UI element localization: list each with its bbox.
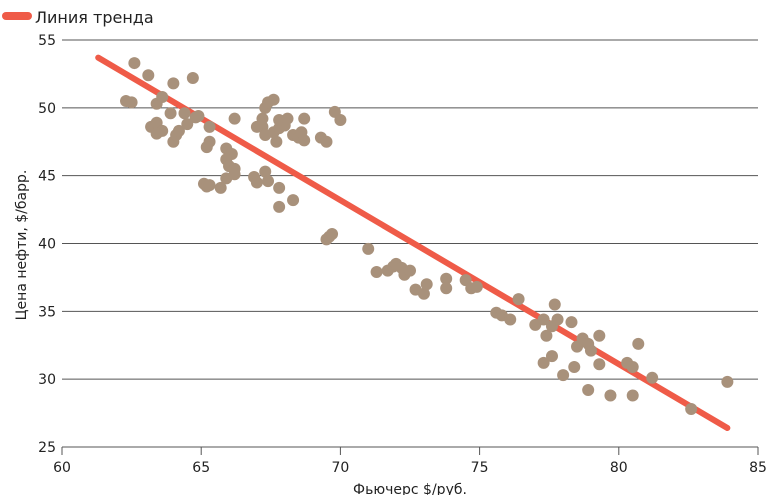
data-point xyxy=(646,371,659,384)
data-point xyxy=(685,403,698,416)
data-point xyxy=(273,181,286,194)
data-point xyxy=(334,114,347,127)
data-point xyxy=(417,287,430,300)
y-tick-label: 40 xyxy=(38,237,56,253)
data-point xyxy=(298,112,311,125)
data-point xyxy=(626,360,639,373)
x-tick-label: 70 xyxy=(331,460,349,476)
data-point xyxy=(298,134,311,147)
data-point xyxy=(565,316,578,329)
x-tick-labels: 60 65 70 75 80 85 xyxy=(53,447,766,476)
data-point xyxy=(626,389,639,402)
y-tick-label: 35 xyxy=(38,304,56,320)
data-point xyxy=(721,375,734,388)
data-point xyxy=(172,124,185,137)
data-point xyxy=(150,127,163,140)
data-point xyxy=(320,135,333,148)
data-point xyxy=(551,313,564,326)
data-point xyxy=(568,360,581,373)
data-point xyxy=(267,93,280,106)
legend-label: Линия тренда xyxy=(35,8,154,27)
data-point xyxy=(270,135,283,148)
data-point xyxy=(420,278,433,291)
data-point xyxy=(604,389,617,402)
data-point xyxy=(203,120,216,133)
data-point xyxy=(281,112,294,125)
data-point xyxy=(262,175,275,188)
data-point xyxy=(557,369,570,382)
x-tick-label: 85 xyxy=(749,460,766,476)
data-point xyxy=(548,298,561,311)
data-point xyxy=(214,181,227,194)
data-point xyxy=(584,344,597,357)
data-point xyxy=(181,118,194,131)
data-point xyxy=(440,282,453,295)
data-point xyxy=(537,313,550,326)
data-point xyxy=(256,112,269,125)
data-point xyxy=(273,200,286,213)
data-point xyxy=(632,337,645,350)
data-point xyxy=(128,57,141,70)
data-point xyxy=(593,358,606,371)
y-tick-label: 45 xyxy=(38,169,56,185)
data-point xyxy=(228,168,241,181)
data-point xyxy=(582,384,595,397)
y-tick-label: 55 xyxy=(38,33,56,49)
data-point xyxy=(537,356,550,369)
y-axis-title: Цена нефти, $/барр. xyxy=(14,170,30,321)
data-point xyxy=(156,90,169,103)
data-point xyxy=(540,329,553,342)
data-point xyxy=(186,71,199,84)
x-tick-label: 65 xyxy=(192,460,210,476)
y-tick-label: 25 xyxy=(38,440,56,456)
y-tick-label: 50 xyxy=(38,101,56,117)
data-point xyxy=(203,179,216,192)
x-tick-label: 75 xyxy=(471,460,489,476)
data-point xyxy=(259,165,272,178)
data-point xyxy=(593,329,606,342)
data-point xyxy=(200,141,213,154)
y-tick-labels: 25 30 35 40 45 50 55 xyxy=(38,33,56,456)
x-axis-title: Фьючерс $/руб. xyxy=(353,482,467,495)
data-point xyxy=(142,69,155,82)
legend-swatch xyxy=(2,12,32,20)
data-point xyxy=(228,112,241,125)
data-point xyxy=(167,77,180,90)
data-point xyxy=(470,280,483,293)
data-point xyxy=(287,194,300,207)
data-point xyxy=(504,313,517,326)
data-point xyxy=(545,350,558,363)
data-point xyxy=(512,293,525,306)
data-points xyxy=(120,57,734,416)
data-point xyxy=(250,176,263,189)
data-point xyxy=(192,109,205,122)
data-point xyxy=(164,107,177,120)
data-point xyxy=(326,228,339,241)
x-tick-label: 80 xyxy=(610,460,628,476)
x-tick-label: 60 xyxy=(53,460,71,476)
y-tick-label: 30 xyxy=(38,372,56,388)
data-point xyxy=(362,242,375,255)
data-point xyxy=(404,264,416,277)
data-point xyxy=(370,265,383,278)
data-point xyxy=(178,107,191,120)
legend: Линия тренда xyxy=(2,8,154,27)
data-point xyxy=(125,96,138,109)
data-point xyxy=(440,272,453,285)
